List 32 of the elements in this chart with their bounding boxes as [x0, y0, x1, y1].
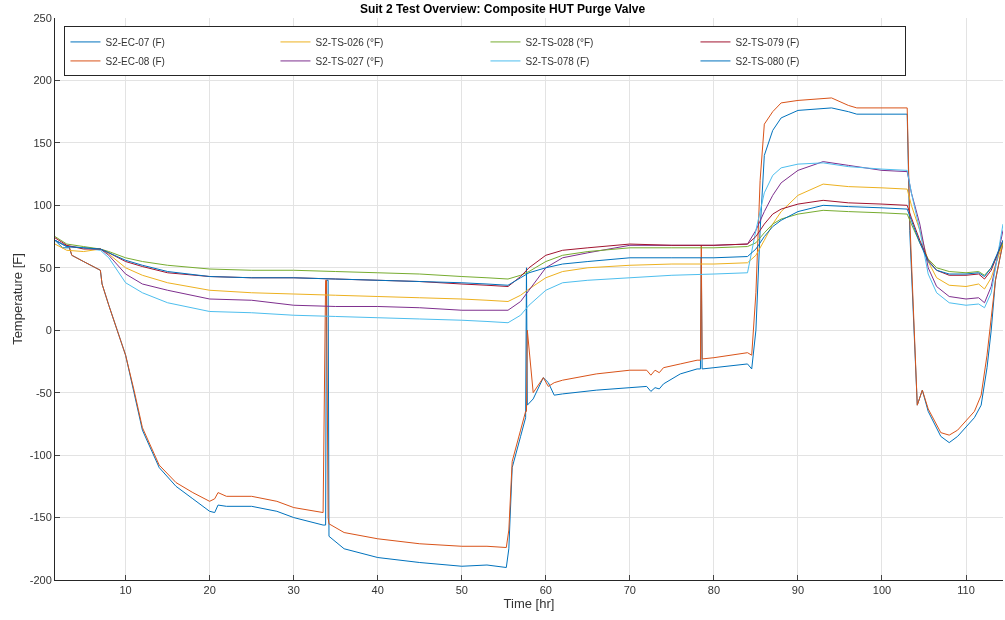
y-tick-label: 50: [39, 261, 52, 274]
y-tick-label: 200: [33, 74, 52, 87]
legend-label: S2-TS-079 (F): [735, 36, 800, 48]
chart-title: Suit 2 Test Overview: Composite HUT Purge Valve: [359, 2, 646, 17]
y-tick-label: 0: [45, 324, 52, 337]
x-tick-label: 100: [872, 584, 892, 597]
legend-label: S2-EC-08 (F): [105, 55, 165, 67]
x-tick-label: 40: [371, 584, 384, 597]
x-tick-label: 30: [287, 584, 300, 597]
y-tick-label: 150: [33, 136, 52, 149]
legend-label: S2-TS-026 (°F): [315, 36, 384, 48]
legend-label: S2-TS-080 (F): [735, 55, 800, 67]
x-tick-label: 90: [791, 584, 805, 597]
legend-label: S2-EC-07 (F): [105, 36, 165, 48]
y-tick-label: -150: [29, 511, 52, 524]
legend-label: S2-TS-078 (F): [525, 55, 590, 67]
x-tick-label: 10: [119, 584, 132, 597]
legend-label: S2-TS-028 (°F): [525, 36, 594, 48]
y-tick-label: 250: [33, 11, 52, 24]
y-tick-label: -200: [29, 573, 52, 586]
x-axis-title: Time [hr]: [503, 596, 555, 612]
x-tick-label: 110: [957, 584, 975, 597]
x-tick-label: 60: [539, 584, 552, 597]
legend-label: S2-TS-027 (°F): [315, 55, 384, 67]
x-tick-label: 50: [455, 584, 468, 597]
x-tick-label: 80: [707, 584, 721, 597]
y-axis-title: Temperature [F]: [9, 253, 25, 345]
x-tick-label: 70: [623, 584, 636, 597]
x-tick-label: 20: [203, 584, 216, 597]
y-tick-label: -100: [29, 448, 52, 461]
y-tick-label: -50: [35, 386, 52, 399]
y-tick-label: 100: [33, 199, 52, 212]
